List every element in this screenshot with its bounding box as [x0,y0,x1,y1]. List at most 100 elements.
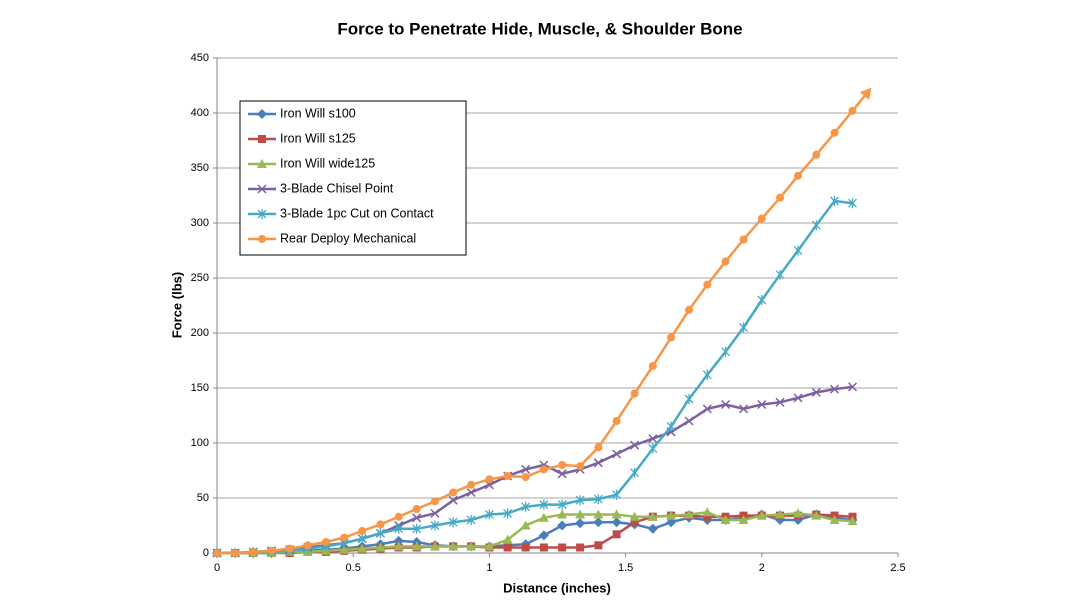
marker [466,541,477,551]
marker [812,150,821,159]
marker [393,535,404,546]
marker [539,543,548,552]
marker [756,510,767,520]
marker [757,399,767,410]
marker [521,473,530,482]
marker [611,509,622,519]
marker [721,346,731,357]
marker [575,518,586,529]
marker [412,523,422,534]
x-tick-label: 2.5 [890,562,905,574]
marker [593,517,604,528]
marker [411,541,422,551]
marker [593,509,604,519]
marker [576,462,585,471]
marker [793,393,803,403]
marker [648,443,658,454]
marker [612,530,621,539]
marker [630,518,639,527]
marker [466,487,476,498]
marker [594,541,603,550]
marker [757,295,767,305]
x-tick-label: 1 [486,562,492,574]
marker [303,541,312,550]
marker [249,547,258,556]
marker [593,494,603,505]
marker [776,193,785,202]
marker [558,543,567,552]
marker [429,541,440,551]
marker [575,509,586,519]
marker [467,480,476,489]
x-tick-label: 0.5 [346,562,361,574]
marker [648,434,658,444]
marker [739,404,749,414]
marker [339,544,350,554]
marker [702,507,713,517]
marker [793,508,804,518]
marker [521,543,530,552]
chart-title: Force to Penetrate Hide, Muscle, & Shoul… [337,19,742,38]
y-tick-label: 450 [191,52,209,64]
marker [703,280,712,289]
marker [357,533,367,544]
marker [830,384,840,394]
marker [666,510,677,520]
marker [684,394,694,404]
y-tick-label: 200 [191,327,209,339]
marker [358,527,367,535]
marker [376,520,385,529]
marker [375,528,385,539]
marker [738,515,749,524]
marker [575,495,585,506]
marker [666,421,676,432]
marker [430,508,440,518]
marker [847,516,858,526]
marker [375,542,386,552]
marker [257,109,267,119]
marker [847,382,858,392]
marker [557,509,568,519]
y-tick-label: 100 [191,437,209,449]
marker [702,369,712,380]
y-tick-label: 350 [191,162,209,174]
marker [629,511,640,521]
marker [503,508,513,519]
marker [412,513,422,523]
marker [357,543,368,553]
legend-label: 3-Blade 1pc Cut on Contact [280,206,434,220]
marker [231,549,240,557]
legend-box [239,100,467,256]
marker [612,449,622,459]
x-tick-label: 0 [214,562,220,574]
marker [848,198,857,209]
marker [285,544,294,553]
marker [721,257,730,266]
marker [775,509,786,519]
marker [739,322,749,333]
y-tick-label: 150 [191,382,209,394]
marker [630,389,639,398]
marker [484,509,494,520]
marker [647,523,658,534]
marker [393,541,404,551]
marker [558,461,567,469]
marker [685,305,694,314]
marker [721,399,731,410]
legend-label: Iron Will s125 [280,131,356,145]
marker [757,214,766,223]
marker [648,362,657,370]
marker [449,488,458,497]
marker [775,269,785,280]
marker [593,458,603,468]
marker [321,538,330,546]
marker [557,499,567,510]
marker [557,520,568,531]
legend-label: Iron Will s100 [280,106,356,120]
marker [503,543,512,552]
x-tick-label: 1.5 [618,562,633,574]
marker [448,541,459,551]
marker [667,333,676,342]
arrow-head [859,87,872,100]
